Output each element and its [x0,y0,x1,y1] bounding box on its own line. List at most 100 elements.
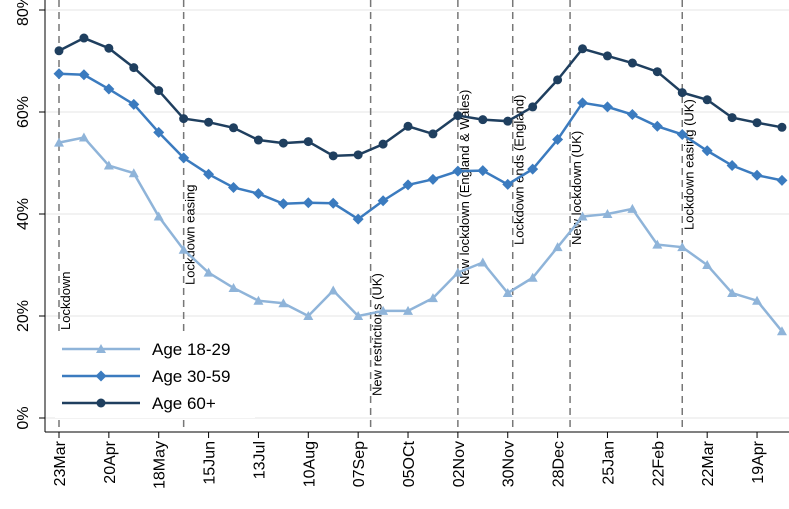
marker [129,63,139,73]
marker [627,58,637,68]
marker [54,46,64,56]
series-line [58,72,783,221]
marker [427,293,438,303]
marker [776,174,788,186]
marker [178,244,189,254]
marker [253,295,264,305]
marker [752,295,763,305]
marker [104,43,114,53]
marker [478,115,488,125]
x-tick-label: 13Jul [251,441,268,479]
marker [328,151,338,161]
marker [602,51,612,61]
marker [503,116,513,126]
marker [626,109,638,121]
marker [702,260,713,269]
marker [353,150,363,160]
marker [602,209,613,218]
marker [95,370,107,382]
marker [228,181,240,193]
marker [378,139,388,149]
marker [278,138,288,148]
marker [727,113,737,123]
marker [428,129,438,139]
marker [702,95,712,105]
marker [252,188,264,200]
marker [302,197,314,209]
marker [477,257,488,267]
event-label: Lockdown easing [183,185,198,285]
marker [577,211,588,221]
marker [204,117,214,127]
marker [751,169,763,181]
event-label: Lockdown [58,271,73,330]
marker [601,101,613,113]
x-tick-label: 22Mar [700,440,717,486]
marker [303,311,314,320]
marker [403,305,414,315]
event-label: New lockdown (UK) [569,131,584,245]
x-tick-label: 23Mar [52,440,69,486]
legend: Age 18-29 Age 30-59 Age 60+ [55,334,255,418]
marker [726,160,738,172]
marker [54,137,64,147]
y-tick-label: 80% [15,0,32,26]
marker [553,75,563,85]
marker [452,165,464,177]
x-tick-label: 19Apr [750,440,767,483]
marker [327,197,339,209]
marker [53,68,65,80]
x-tick-label: 20Apr [102,440,119,483]
marker [178,152,190,164]
legend-label: Age 60+ [152,394,216,413]
marker [128,168,139,178]
marker [777,122,787,132]
event-label: Lockdown easing (UK) [681,99,696,230]
marker [103,83,115,95]
marker [776,326,787,336]
marker [96,398,106,408]
marker [203,168,215,180]
y-tick-label: 20% [15,300,32,332]
y-tick-label: 0% [15,406,32,429]
marker [229,123,239,133]
marker [552,242,563,252]
series-line [58,136,783,333]
marker [502,288,513,298]
marker [378,305,389,315]
marker [96,344,106,353]
marker [153,126,165,138]
marker [328,285,339,295]
marker [427,173,439,185]
marker [652,239,663,249]
x-tick-label: 15Jun [202,441,219,485]
x-tick-label: 05OCt [401,440,418,487]
marker [253,135,263,145]
marker [527,163,539,175]
marker [277,198,289,210]
marker [627,203,638,213]
marker [78,132,89,142]
marker [103,160,114,170]
event-label: New lockdown (England & Wales) [457,90,472,285]
marker [78,69,90,81]
x-tick-label: 07Sep [351,441,368,487]
marker [701,145,713,157]
x-tick-label: 18May [152,441,169,489]
marker [278,298,289,308]
event-label: New restrictions (UK) [370,273,385,396]
y-tick-label: 60% [15,96,32,128]
marker [303,137,313,147]
marker [477,165,489,177]
y-tick-label: 40% [15,198,32,230]
x-tick-label: 28Dec [551,441,568,487]
marker [677,242,688,252]
marker [677,88,687,98]
event-label: Lockdown ends (England) [512,95,527,245]
marker [79,33,89,43]
x-tick-label: 25Jan [600,441,617,485]
x-tick-label: 02Nov [451,441,468,487]
marker [228,282,239,292]
marker [727,288,738,298]
